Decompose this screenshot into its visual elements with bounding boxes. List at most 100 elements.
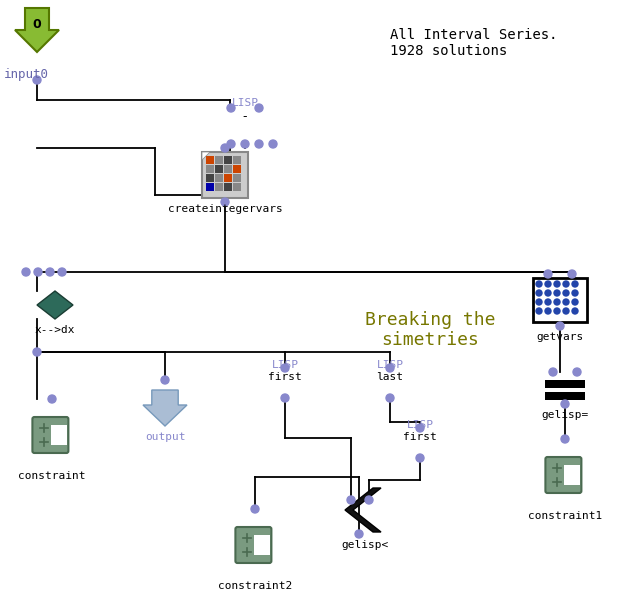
Circle shape bbox=[161, 376, 169, 384]
Text: gelisp=: gelisp= bbox=[541, 410, 589, 420]
Text: last: last bbox=[376, 372, 403, 382]
Bar bbox=[224, 183, 232, 191]
Circle shape bbox=[48, 395, 56, 403]
Text: first: first bbox=[403, 432, 437, 442]
Circle shape bbox=[536, 299, 542, 305]
Circle shape bbox=[549, 368, 557, 376]
Circle shape bbox=[255, 140, 263, 148]
Circle shape bbox=[34, 268, 42, 276]
Bar bbox=[224, 174, 232, 182]
Circle shape bbox=[221, 198, 229, 206]
Bar bbox=[233, 165, 241, 173]
Circle shape bbox=[227, 104, 235, 112]
Polygon shape bbox=[143, 390, 187, 426]
Circle shape bbox=[22, 268, 30, 276]
Bar bbox=[233, 156, 241, 164]
Circle shape bbox=[536, 281, 542, 287]
Bar bbox=[233, 183, 241, 191]
Bar bbox=[202, 152, 248, 198]
Circle shape bbox=[568, 270, 576, 278]
Polygon shape bbox=[37, 291, 73, 319]
Circle shape bbox=[572, 308, 578, 314]
Circle shape bbox=[563, 308, 569, 314]
Circle shape bbox=[251, 505, 259, 513]
Circle shape bbox=[572, 290, 578, 296]
Bar bbox=[224, 165, 232, 173]
Circle shape bbox=[563, 290, 569, 296]
Circle shape bbox=[347, 496, 355, 504]
Circle shape bbox=[386, 364, 394, 372]
Bar bbox=[215, 174, 223, 182]
Circle shape bbox=[563, 281, 569, 287]
Polygon shape bbox=[345, 488, 381, 532]
Circle shape bbox=[561, 435, 569, 443]
Bar bbox=[206, 174, 214, 182]
Text: All Interval Series.
1928 solutions: All Interval Series. 1928 solutions bbox=[390, 28, 557, 58]
Bar bbox=[233, 174, 241, 182]
Circle shape bbox=[416, 454, 424, 462]
Circle shape bbox=[554, 290, 560, 296]
Circle shape bbox=[46, 268, 54, 276]
Text: LISP: LISP bbox=[376, 360, 403, 370]
Polygon shape bbox=[202, 152, 210, 160]
Bar bbox=[564, 465, 580, 485]
Circle shape bbox=[545, 281, 551, 287]
Circle shape bbox=[544, 270, 552, 278]
Circle shape bbox=[545, 308, 551, 314]
Circle shape bbox=[386, 394, 394, 402]
FancyBboxPatch shape bbox=[33, 417, 68, 453]
Circle shape bbox=[33, 348, 41, 356]
Circle shape bbox=[58, 268, 66, 276]
Circle shape bbox=[536, 290, 542, 296]
Circle shape bbox=[255, 104, 263, 112]
Text: LISP: LISP bbox=[406, 420, 433, 430]
Circle shape bbox=[573, 368, 581, 376]
Bar bbox=[51, 425, 67, 446]
Circle shape bbox=[227, 140, 235, 148]
Circle shape bbox=[572, 281, 578, 287]
Circle shape bbox=[221, 144, 229, 152]
Bar bbox=[215, 156, 223, 164]
Circle shape bbox=[416, 424, 424, 432]
Bar bbox=[545, 380, 585, 388]
Polygon shape bbox=[15, 8, 59, 52]
Bar bbox=[215, 183, 223, 191]
Text: x-->dx: x-->dx bbox=[35, 325, 76, 335]
Circle shape bbox=[572, 299, 578, 305]
Text: LISP: LISP bbox=[232, 98, 259, 108]
Text: constraint: constraint bbox=[19, 471, 86, 481]
Bar bbox=[533, 278, 587, 322]
Circle shape bbox=[355, 530, 363, 538]
Text: constraint1: constraint1 bbox=[528, 511, 602, 521]
Circle shape bbox=[545, 290, 551, 296]
Bar bbox=[206, 156, 214, 164]
Circle shape bbox=[281, 364, 289, 372]
Bar bbox=[206, 183, 214, 191]
Text: LISP: LISP bbox=[271, 360, 298, 370]
FancyBboxPatch shape bbox=[236, 527, 271, 563]
Bar bbox=[545, 392, 585, 400]
Text: Breaking the
simetries: Breaking the simetries bbox=[365, 311, 495, 350]
Bar bbox=[215, 165, 223, 173]
Text: createintegervars: createintegervars bbox=[168, 204, 282, 214]
Bar bbox=[254, 535, 270, 555]
Circle shape bbox=[241, 140, 249, 148]
Text: -: - bbox=[243, 110, 247, 123]
Bar bbox=[224, 156, 232, 164]
Text: input0: input0 bbox=[4, 68, 49, 81]
Circle shape bbox=[563, 299, 569, 305]
Circle shape bbox=[554, 281, 560, 287]
Text: constraint2: constraint2 bbox=[218, 581, 292, 591]
Text: getvars: getvars bbox=[536, 332, 584, 342]
Circle shape bbox=[545, 299, 551, 305]
Bar bbox=[206, 165, 214, 173]
Circle shape bbox=[269, 140, 277, 148]
Circle shape bbox=[33, 76, 41, 84]
Circle shape bbox=[554, 308, 560, 314]
Circle shape bbox=[365, 496, 373, 504]
Text: gelisp<: gelisp< bbox=[341, 540, 388, 550]
Circle shape bbox=[561, 400, 569, 408]
Text: 0: 0 bbox=[33, 18, 42, 30]
Text: first: first bbox=[268, 372, 302, 382]
Circle shape bbox=[556, 322, 564, 330]
